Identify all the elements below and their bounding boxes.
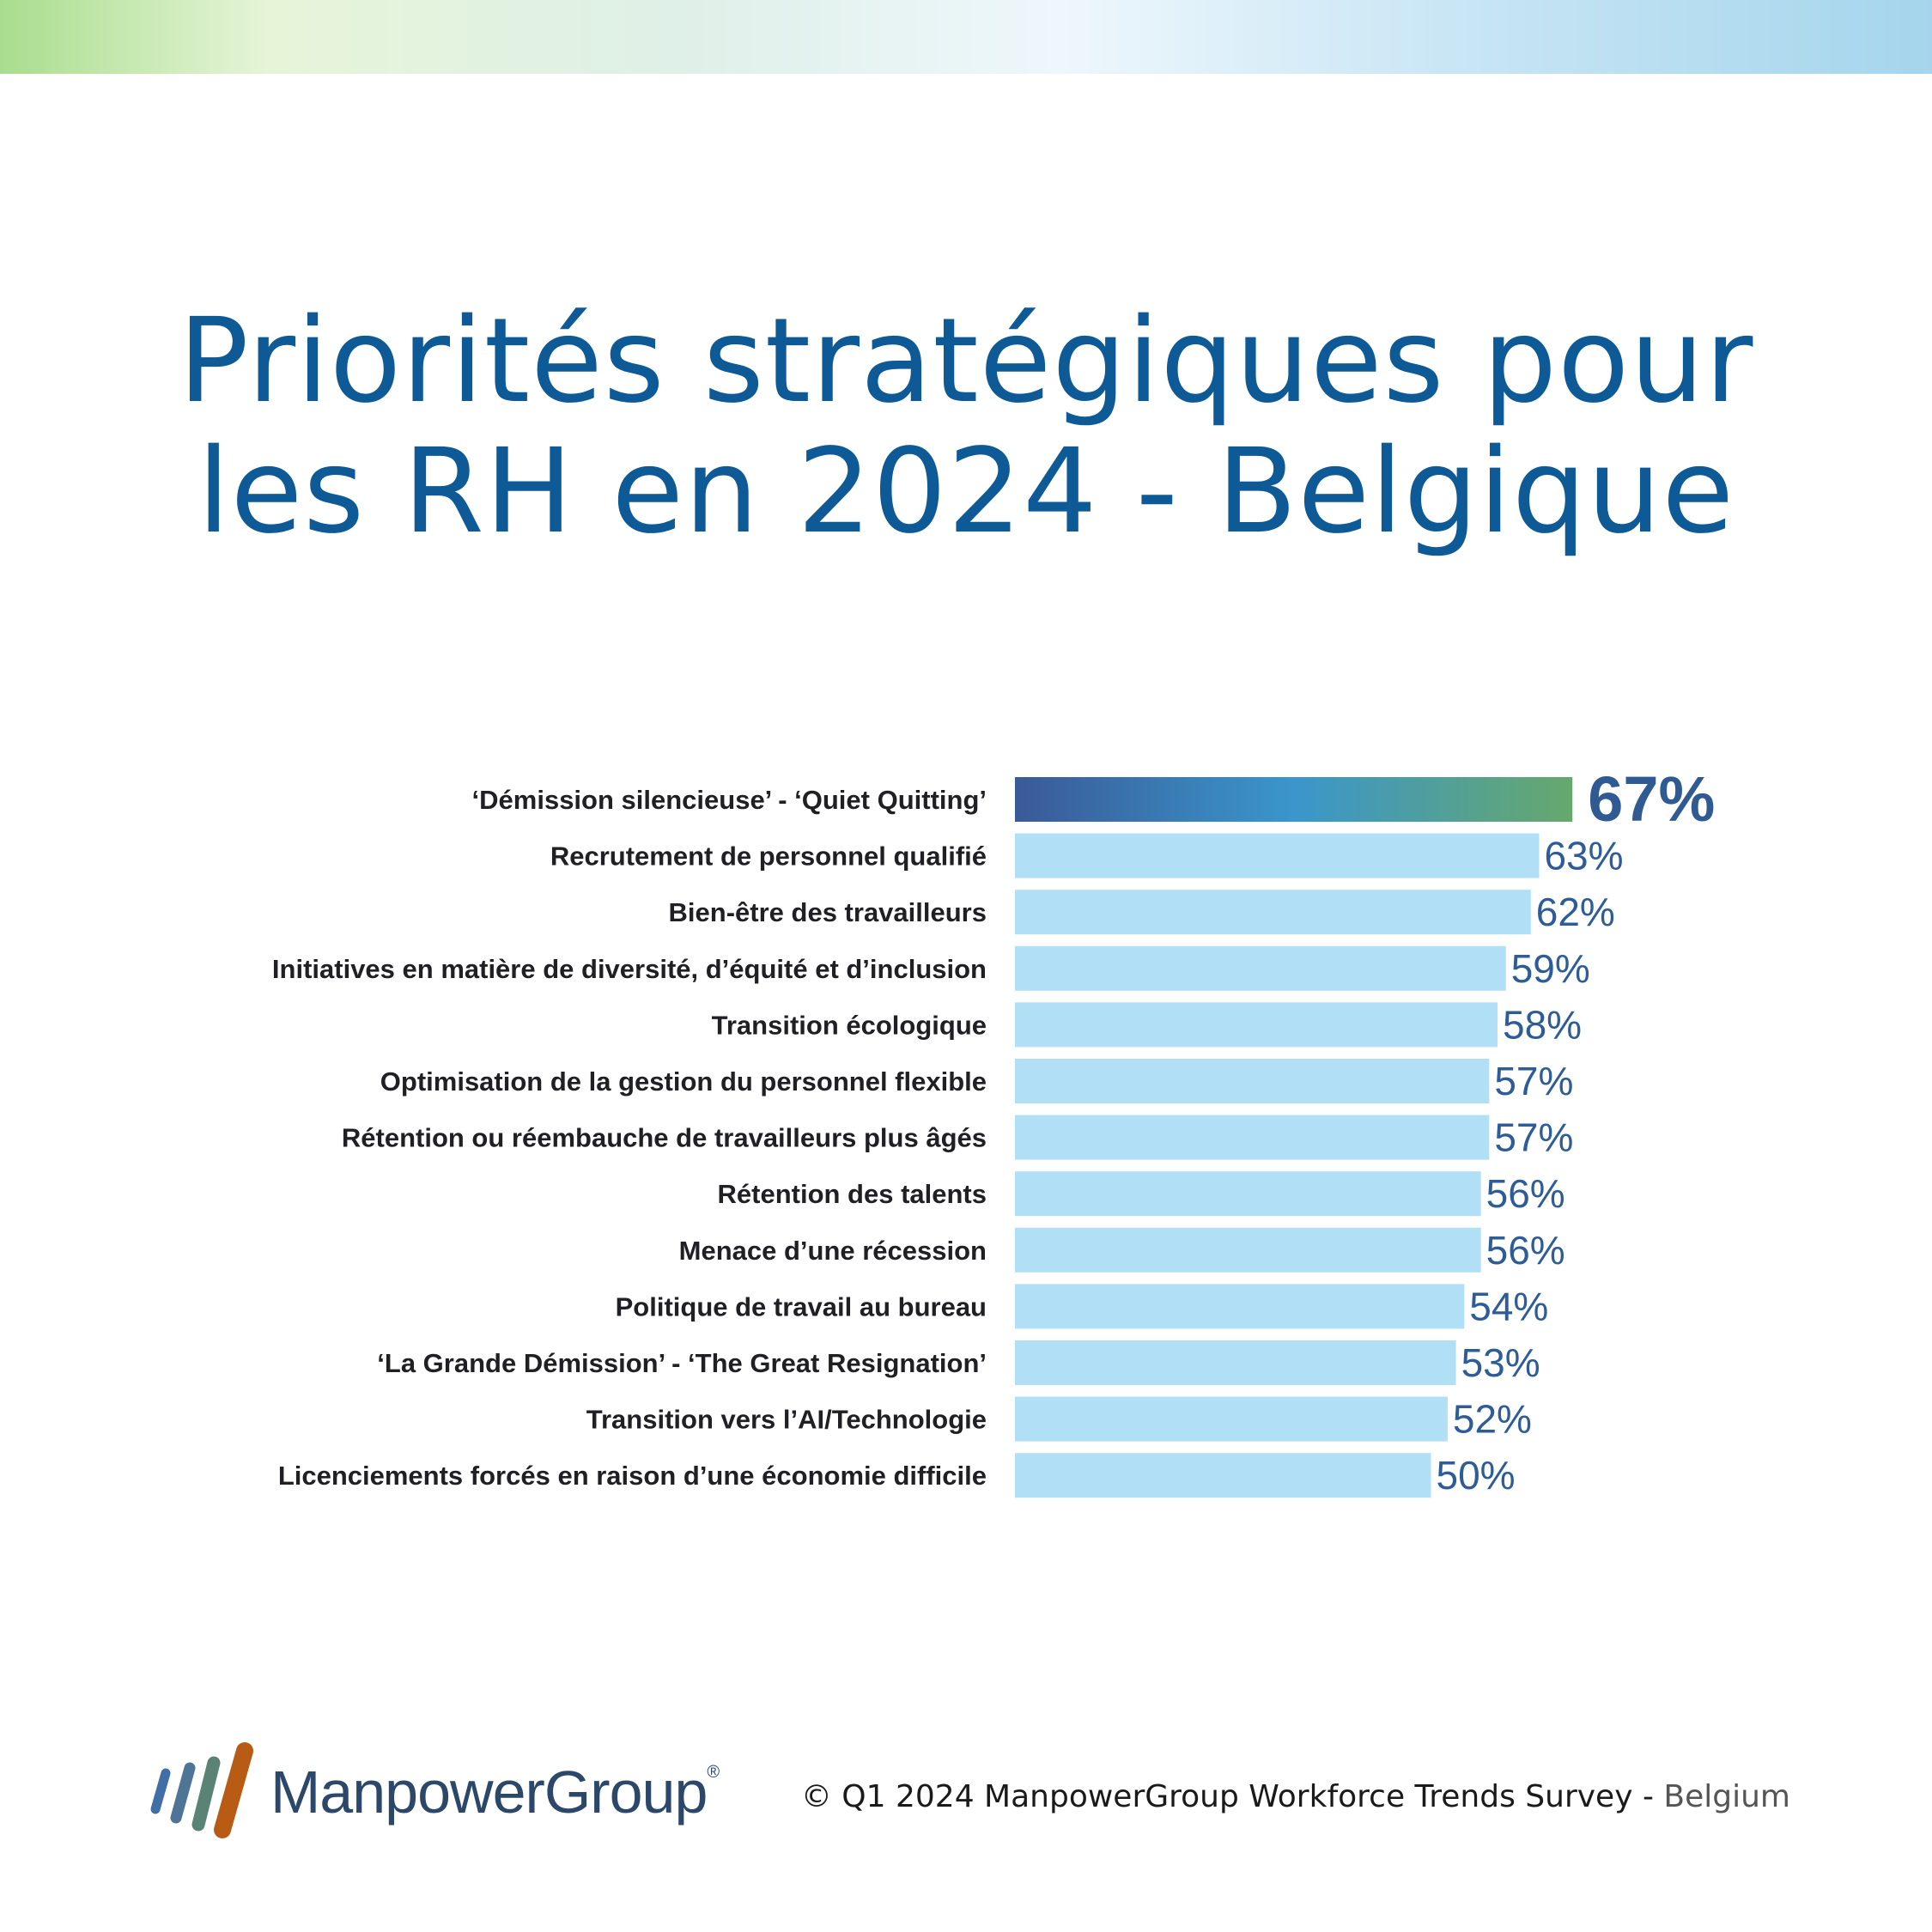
top-gradient-band xyxy=(0,0,1932,74)
bar-8 xyxy=(1015,1171,1481,1217)
source-main: © Q1 2024 ManpowerGroup Workforce Trends… xyxy=(800,1779,1633,1814)
logo-stripes-icon xyxy=(150,1742,253,1838)
value-label-1: 67% xyxy=(1588,763,1715,835)
bar-12 xyxy=(1015,1396,1448,1442)
category-label-11: ‘La Grande Démission’ - ‘The Great Resig… xyxy=(377,1348,987,1378)
category-label-3: Bien-être des travailleurs xyxy=(669,897,987,927)
value-label-9: 56% xyxy=(1486,1228,1565,1273)
value-label-4: 59% xyxy=(1511,946,1590,991)
value-label-7: 57% xyxy=(1494,1115,1573,1160)
bar-6 xyxy=(1015,1059,1490,1103)
source-region: Belgium xyxy=(1663,1779,1790,1814)
bar-chart: ‘Démission silencieuse’ - ‘Quiet Quittin… xyxy=(272,763,1715,1498)
category-label-2: Recrutement de personnel qualifié xyxy=(550,841,987,872)
value-label-13: 50% xyxy=(1437,1453,1516,1498)
page-title: Priorités stratégiques pour les RH en 20… xyxy=(0,296,1932,557)
bar-10 xyxy=(1015,1284,1465,1329)
value-label-10: 54% xyxy=(1469,1284,1548,1328)
category-label-9: Menace d’une récession xyxy=(679,1236,987,1266)
bar-9 xyxy=(1015,1227,1481,1273)
category-label-5: Transition écologique xyxy=(712,1010,987,1040)
manpowergroup-logo: ManpowerGroup® xyxy=(142,1739,720,1842)
value-label-8: 56% xyxy=(1486,1171,1565,1216)
value-label-6: 57% xyxy=(1494,1059,1573,1103)
value-label-12: 52% xyxy=(1453,1397,1532,1442)
bar-1 xyxy=(1015,777,1573,822)
bar-2 xyxy=(1015,833,1540,878)
title-line-1: Priorités stratégiques pour xyxy=(178,294,1754,429)
bar-5 xyxy=(1015,1002,1498,1048)
category-label-8: Rétention des talents xyxy=(718,1179,987,1209)
value-label-5: 58% xyxy=(1503,1002,1582,1047)
category-label-10: Politique de travail au bureau xyxy=(616,1291,987,1321)
title-line-2: les RH en 2024 - Belgique xyxy=(197,424,1735,560)
logo-wordmark: ManpowerGroup® xyxy=(270,1759,720,1826)
value-label-2: 63% xyxy=(1544,834,1623,878)
value-label-3: 62% xyxy=(1536,890,1615,934)
category-label-7: Rétention ou réembauche de travailleurs … xyxy=(342,1123,987,1153)
category-label-13: Licenciements forcés en raison d’une éco… xyxy=(278,1461,987,1491)
source-footnote: © Q1 2024 ManpowerGroup Workforce Trends… xyxy=(800,1779,1790,1814)
bars-group: ‘Démission silencieuse’ - ‘Quiet Quittin… xyxy=(272,763,1715,1498)
category-label-6: Optimisation de la gestion du personnel … xyxy=(380,1066,987,1097)
category-label-4: Initiatives en matière de diversité, d’é… xyxy=(272,954,987,984)
bar-7 xyxy=(1015,1115,1490,1160)
value-label-11: 53% xyxy=(1461,1340,1540,1385)
category-label-12: Transition vers l’AI/Technologie xyxy=(586,1405,987,1435)
category-label-1: ‘Démission silencieuse’ - ‘Quiet Quittin… xyxy=(472,785,987,815)
bar-11 xyxy=(1015,1340,1456,1385)
bar-13 xyxy=(1015,1453,1431,1498)
bar-4 xyxy=(1015,945,1506,991)
bar-3 xyxy=(1015,890,1531,935)
